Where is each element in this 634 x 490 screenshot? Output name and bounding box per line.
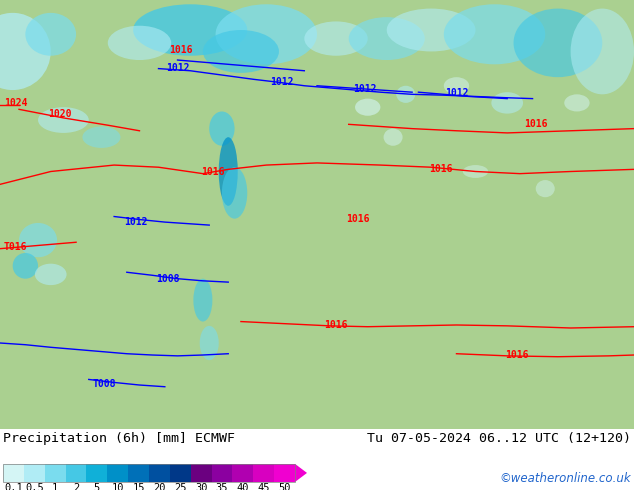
Ellipse shape — [108, 25, 171, 60]
Ellipse shape — [0, 13, 51, 90]
Text: Precipitation (6h) [mm] ECMWF: Precipitation (6h) [mm] ECMWF — [3, 432, 235, 445]
Ellipse shape — [219, 137, 238, 206]
Text: 1016: 1016 — [346, 214, 370, 223]
Bar — [24, 464, 45, 482]
Text: 1016: 1016 — [429, 164, 453, 174]
Ellipse shape — [19, 223, 57, 257]
Bar — [86, 464, 107, 482]
Text: 35: 35 — [216, 484, 228, 490]
Ellipse shape — [384, 128, 403, 146]
Text: 15: 15 — [133, 484, 145, 490]
Bar — [233, 464, 254, 482]
Text: 1: 1 — [52, 484, 58, 490]
Ellipse shape — [463, 165, 488, 178]
Text: 30: 30 — [195, 484, 207, 490]
Polygon shape — [295, 464, 307, 482]
Text: 0.1: 0.1 — [4, 484, 23, 490]
Ellipse shape — [200, 326, 219, 360]
Text: 50: 50 — [278, 484, 291, 490]
Text: 5: 5 — [94, 484, 100, 490]
Text: 1012: 1012 — [124, 217, 148, 227]
Bar — [107, 464, 128, 482]
Bar — [212, 464, 233, 482]
Bar — [65, 464, 86, 482]
Ellipse shape — [491, 92, 523, 114]
Text: 1012: 1012 — [444, 89, 469, 98]
Bar — [170, 464, 191, 482]
Ellipse shape — [536, 180, 555, 197]
Text: 40: 40 — [236, 484, 249, 490]
Ellipse shape — [133, 4, 247, 56]
Bar — [3, 464, 24, 482]
Bar — [274, 464, 295, 482]
Text: 1016: 1016 — [200, 168, 224, 177]
Text: 10: 10 — [112, 484, 124, 490]
Text: 1016: 1016 — [324, 320, 348, 330]
Ellipse shape — [193, 279, 212, 321]
Ellipse shape — [571, 8, 634, 94]
Text: 25: 25 — [174, 484, 186, 490]
Bar — [128, 464, 149, 482]
Text: 1020: 1020 — [48, 109, 72, 119]
Ellipse shape — [38, 107, 89, 133]
Ellipse shape — [25, 13, 76, 56]
Ellipse shape — [514, 8, 602, 77]
Ellipse shape — [13, 253, 38, 279]
Ellipse shape — [222, 167, 247, 219]
Text: 1012: 1012 — [270, 77, 294, 87]
Text: T008: T008 — [93, 379, 117, 389]
Bar — [3, 464, 295, 482]
Ellipse shape — [304, 22, 368, 56]
Text: 2: 2 — [73, 484, 79, 490]
Text: 20: 20 — [153, 484, 165, 490]
Ellipse shape — [396, 86, 415, 103]
Ellipse shape — [355, 98, 380, 116]
Ellipse shape — [444, 77, 469, 94]
Text: T016: T016 — [4, 242, 28, 251]
Text: 1024: 1024 — [4, 98, 28, 108]
Ellipse shape — [82, 126, 120, 148]
Text: 1008: 1008 — [156, 274, 180, 284]
Text: ©weatheronline.co.uk: ©weatheronline.co.uk — [500, 472, 631, 485]
Ellipse shape — [564, 95, 590, 112]
Bar — [45, 464, 65, 482]
Ellipse shape — [203, 30, 279, 73]
Ellipse shape — [444, 4, 545, 64]
Text: 1012: 1012 — [353, 84, 377, 94]
Ellipse shape — [209, 112, 235, 146]
Text: 1016: 1016 — [524, 120, 548, 129]
Text: 1016: 1016 — [169, 45, 193, 55]
Text: 0.5: 0.5 — [25, 484, 44, 490]
Bar — [191, 464, 212, 482]
Text: 45: 45 — [257, 484, 270, 490]
Bar — [254, 464, 274, 482]
Bar — [149, 464, 170, 482]
Text: 1012: 1012 — [165, 63, 190, 73]
Ellipse shape — [349, 17, 425, 60]
Ellipse shape — [387, 8, 476, 51]
Text: 1016: 1016 — [505, 350, 529, 360]
Ellipse shape — [216, 4, 317, 64]
Ellipse shape — [35, 264, 67, 285]
Text: Tu 07-05-2024 06..12 UTC (12+120): Tu 07-05-2024 06..12 UTC (12+120) — [367, 432, 631, 445]
